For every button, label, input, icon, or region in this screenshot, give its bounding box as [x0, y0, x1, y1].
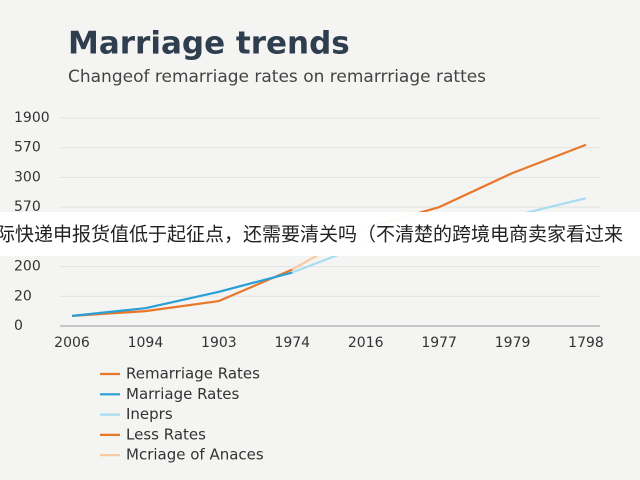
x-tick-label: 1903: [201, 335, 237, 351]
x-tick-label: 1798: [568, 335, 604, 351]
legend-label: Mcriage of Anaces: [126, 446, 264, 464]
x-tick-label: 1974: [274, 335, 310, 351]
legend-label: Ineprs: [126, 405, 173, 423]
x-tick-label: 1977: [421, 335, 457, 351]
series-line: [71, 268, 293, 317]
y-tick-label: 0: [14, 318, 23, 334]
y-tick-label: 1900: [14, 110, 50, 126]
legend-label: Less Rates: [126, 425, 206, 443]
overlay-banner: [0, 212, 640, 256]
y-tick-label: 570: [14, 140, 41, 156]
y-tick-label: 20: [14, 288, 32, 304]
x-tick-label: 2006: [54, 335, 90, 351]
y-tick-label: 200: [14, 259, 41, 275]
x-tick-label: 1979: [495, 335, 531, 351]
legend: Remarriage Rates Marriage Rates Ineprs Less…: [100, 365, 264, 464]
chart-subtitle: Changeof remarriage rates on remarrriage…: [68, 67, 486, 87]
x-tick-label: 1094: [128, 335, 164, 351]
legend-label: Remarriage Rates: [126, 365, 260, 383]
x-tick-label: 2016: [348, 335, 384, 351]
series-line: [71, 271, 293, 317]
y-tick-label: 570: [14, 199, 41, 215]
legend-label: Marriage Rates: [126, 385, 239, 403]
y-tick-label: 300: [14, 169, 41, 185]
overlay-text: 际快递申报货值低于起征点，还需要清关吗（不清楚的跨境电商卖家看过来: [0, 224, 623, 246]
chart-title: Marriage trends: [68, 26, 350, 62]
